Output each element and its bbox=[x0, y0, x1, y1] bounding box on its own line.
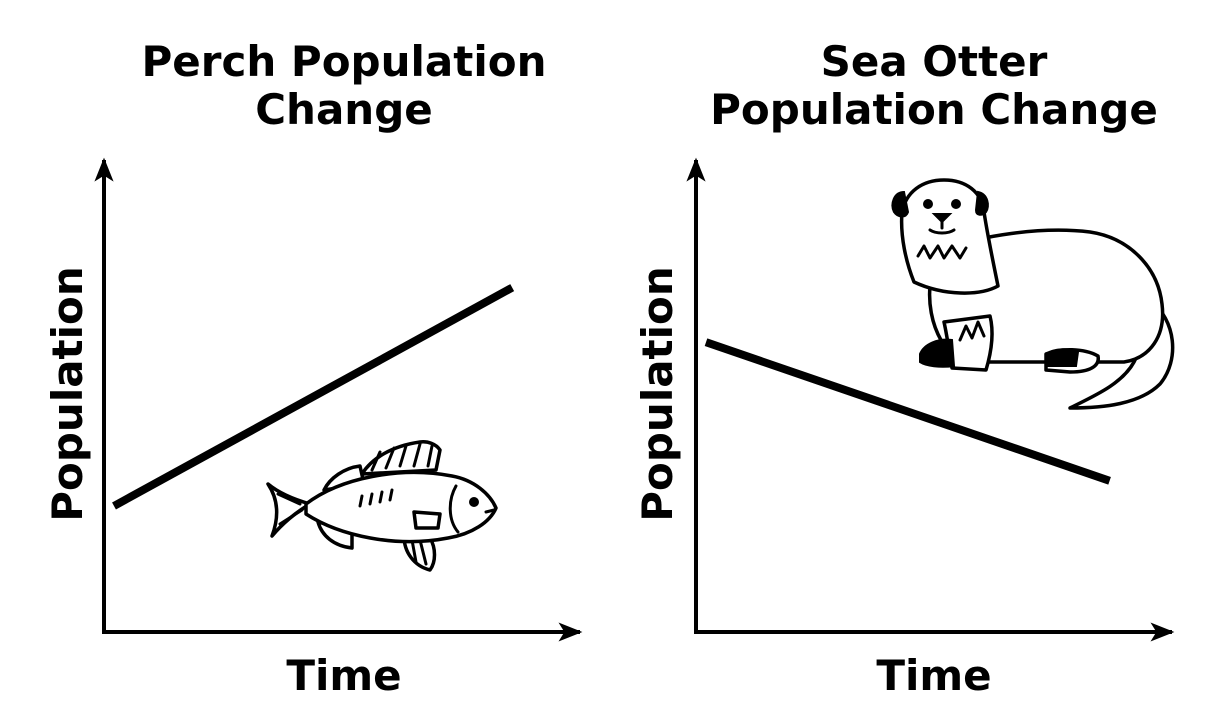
y-axis-label: Population bbox=[633, 266, 682, 522]
x-axis-label: Time bbox=[876, 651, 991, 700]
chart-title-line-2: Change bbox=[255, 85, 433, 134]
fish-icon bbox=[266, 440, 498, 572]
sea-otter-chart: Sea Otter Population Change Population T… bbox=[633, 37, 1175, 700]
x-axis-label: Time bbox=[286, 651, 401, 700]
chart-title-line-2: Population Change bbox=[710, 85, 1158, 134]
chart-title-line-1: Sea Otter bbox=[821, 37, 1048, 86]
perch-trend-line bbox=[112, 284, 515, 510]
y-axis-label: Population bbox=[43, 266, 92, 522]
perch-chart: Perch Population Change Population Time bbox=[43, 37, 583, 700]
chart-title-line-1: Perch Population bbox=[142, 37, 547, 86]
sea-otter-icon bbox=[891, 178, 1175, 410]
sea-otter-trend-line bbox=[704, 338, 1111, 485]
